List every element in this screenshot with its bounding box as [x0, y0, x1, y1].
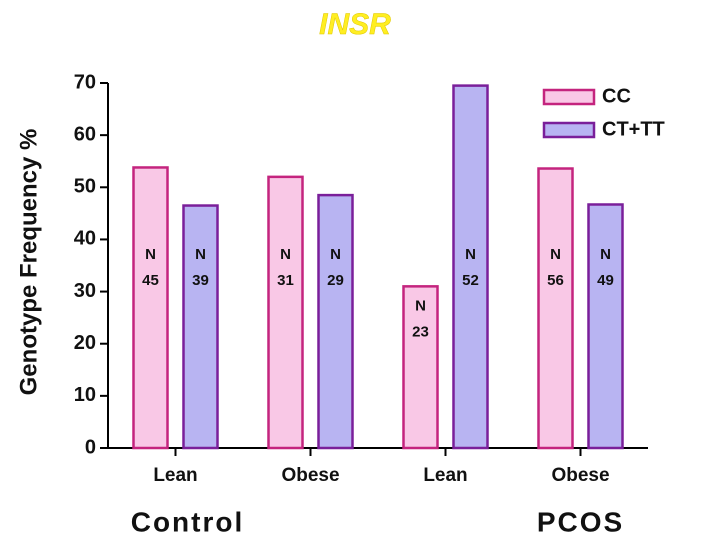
n-value: 23	[412, 323, 429, 340]
n-label: N	[600, 246, 611, 263]
y-tick-label: 50	[74, 176, 96, 198]
y-tick-label: 40	[74, 228, 96, 250]
n-value: 52	[462, 272, 479, 289]
n-value: 31	[277, 272, 294, 289]
y-tick-label: 70	[74, 71, 96, 93]
bar	[182, 204, 219, 450]
n-value: 29	[327, 272, 344, 289]
bar	[132, 166, 169, 450]
y-tick-label: 60	[74, 123, 96, 145]
bar	[587, 203, 624, 450]
n-value: 49	[597, 272, 614, 289]
bar	[537, 167, 574, 450]
x-tick-label: Obese	[551, 465, 609, 486]
n-label: N	[280, 246, 291, 263]
group-label: Control	[131, 506, 245, 537]
bar	[402, 285, 439, 450]
x-tick-label: Obese	[281, 465, 339, 486]
legend-label: CC	[602, 85, 631, 107]
x-tick-label: Lean	[153, 465, 197, 486]
n-label: N	[145, 246, 156, 263]
legend-swatch	[542, 121, 596, 139]
n-label: N	[195, 246, 206, 263]
y-tick-label: 10	[74, 384, 96, 406]
legend-swatch	[542, 88, 596, 106]
legend-label: CT+TT	[602, 118, 665, 140]
chart-title: INSR	[319, 8, 391, 41]
y-tick-label: 30	[74, 280, 96, 302]
y-tick-label: 0	[85, 436, 96, 458]
bar	[317, 193, 354, 450]
n-label: N	[465, 246, 476, 263]
bar	[452, 84, 489, 450]
bar	[267, 175, 304, 450]
n-value: 39	[192, 272, 209, 289]
n-label: N	[330, 246, 341, 263]
x-tick-label: Lean	[423, 465, 467, 486]
n-label: N	[415, 297, 426, 314]
n-value: 56	[547, 272, 564, 289]
group-label: PCOS	[537, 506, 624, 537]
n-value: 45	[142, 272, 159, 289]
y-tick-label: 20	[74, 332, 96, 354]
n-label: N	[550, 246, 561, 263]
y-axis-label: Genotype Frequency %	[15, 129, 42, 396]
